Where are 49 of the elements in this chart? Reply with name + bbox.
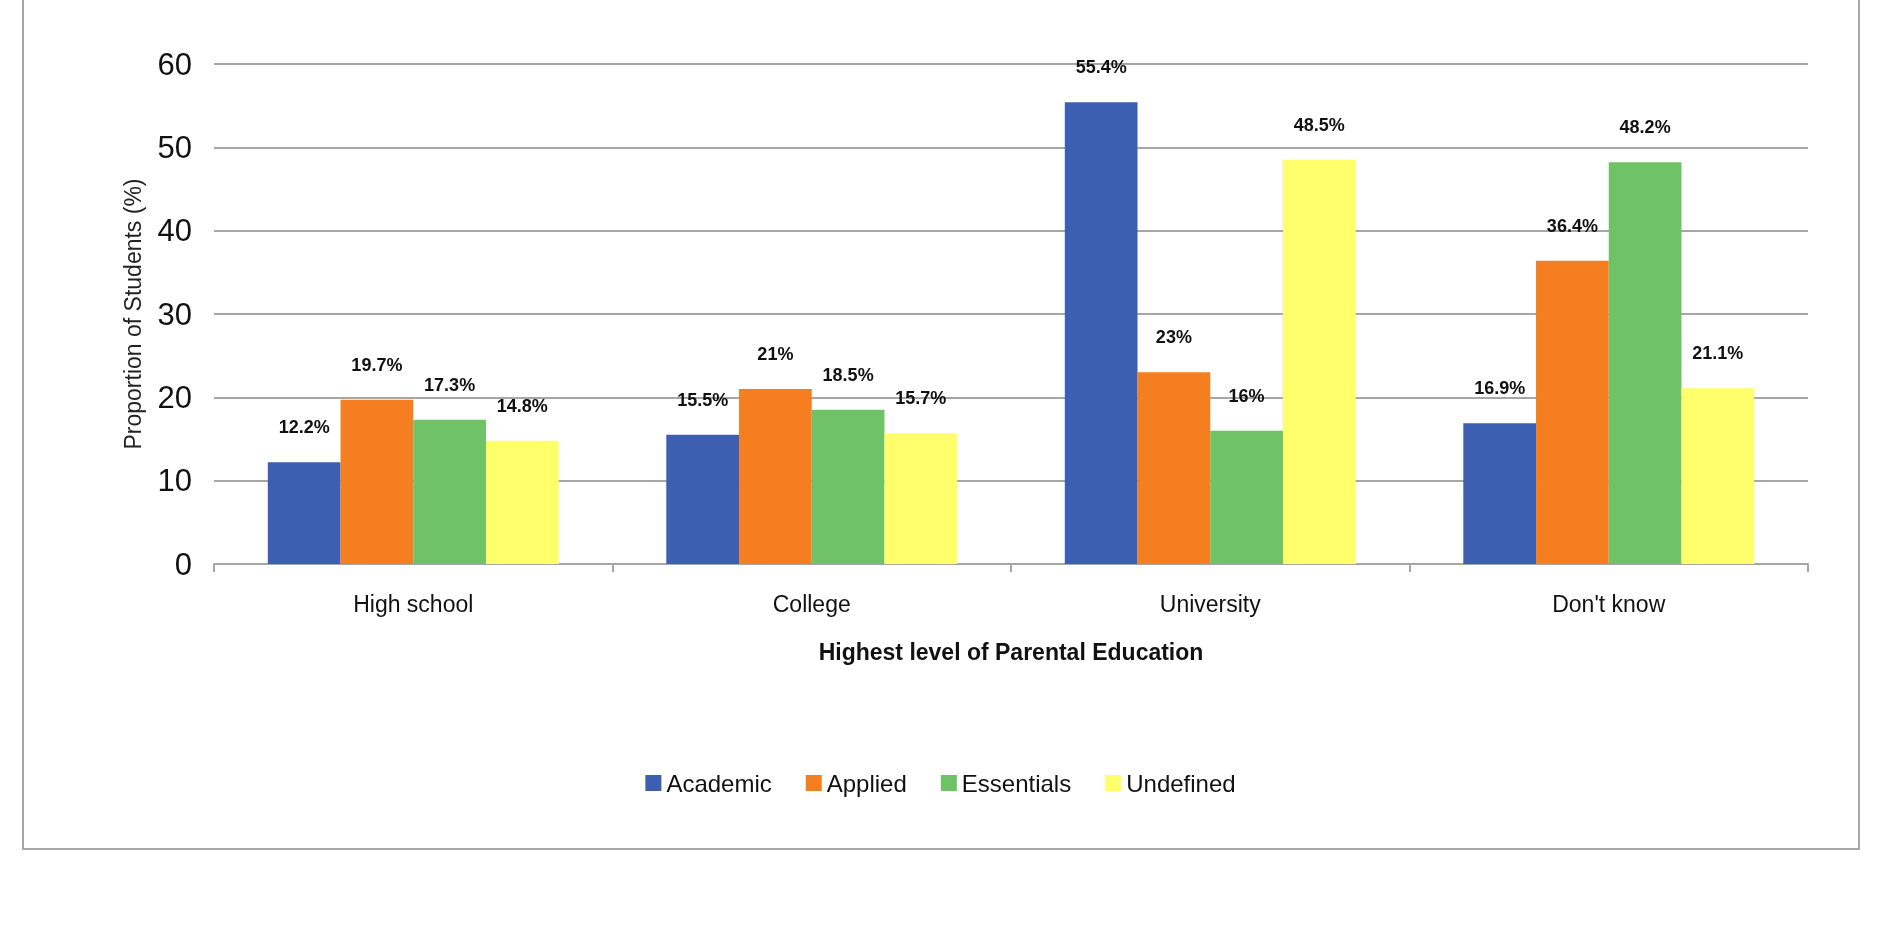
bar <box>1282 159 1356 564</box>
bar <box>267 462 341 564</box>
data-label: 48.5% <box>1293 114 1345 135</box>
y-tick-label: 20 <box>157 379 192 415</box>
bar <box>1463 423 1537 564</box>
data-label: 17.3% <box>424 374 476 395</box>
data-label: 12.2% <box>278 417 330 438</box>
bar <box>1608 162 1682 564</box>
y-tick-label: 60 <box>157 46 192 82</box>
bar <box>1536 260 1609 564</box>
bar <box>739 389 812 564</box>
data-label: 16.9% <box>1474 378 1526 399</box>
bar <box>485 440 559 564</box>
y-tick-label: 50 <box>157 129 192 165</box>
legend-label: Essentials <box>961 769 1072 797</box>
x-tick-label: College <box>772 590 851 617</box>
x-tick-label: High school <box>353 590 474 617</box>
bar <box>884 433 958 564</box>
y-tick-label: 0 <box>174 546 192 582</box>
bar <box>340 399 414 564</box>
data-label: 55.4% <box>1075 57 1127 78</box>
data-label: 18.5% <box>822 364 874 385</box>
bar <box>666 434 740 564</box>
bar <box>1064 102 1138 564</box>
bar <box>811 409 885 564</box>
x-axis-title: Highest level of Parental Education <box>818 638 1204 665</box>
y-tick-label: 10 <box>157 463 192 499</box>
bar <box>1681 388 1755 564</box>
data-label: 48.2% <box>1619 117 1671 138</box>
data-label: 16% <box>1228 385 1265 406</box>
bar <box>413 419 486 564</box>
data-label: 21.1% <box>1692 343 1744 364</box>
data-label: 14.8% <box>496 395 548 416</box>
data-label: 19.7% <box>351 354 403 375</box>
bar <box>1210 430 1283 564</box>
bar <box>1137 372 1211 564</box>
y-tick-label: 40 <box>157 213 192 249</box>
y-axis-title: Proportion of Students (%) <box>119 178 146 450</box>
legend-label: Undefined <box>1126 769 1236 797</box>
x-tick-label: Don't know <box>1552 590 1666 617</box>
data-label: 36.4% <box>1546 215 1598 236</box>
data-label: 15.5% <box>677 389 729 410</box>
data-label: 23% <box>1155 327 1192 348</box>
legend-label: Applied <box>826 769 907 797</box>
x-tick-label: University <box>1159 590 1262 617</box>
y-tick-label: 30 <box>157 296 192 332</box>
data-label: 15.7% <box>895 388 947 409</box>
legend-label: Academic <box>666 769 772 797</box>
data-label: 21% <box>757 344 794 364</box>
